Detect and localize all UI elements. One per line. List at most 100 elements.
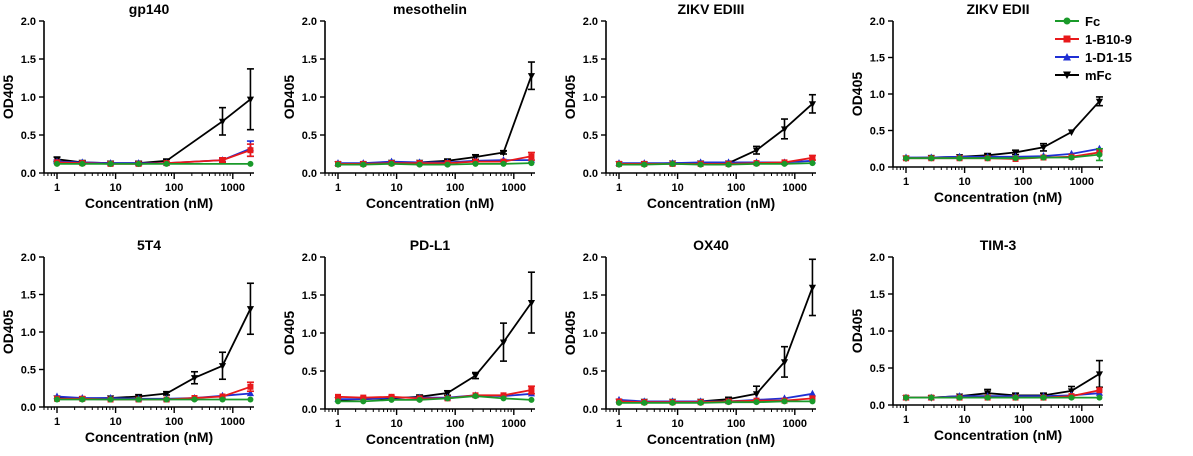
data-point-fc — [928, 155, 935, 162]
series-line-fc — [906, 153, 1100, 160]
y-tick-label-mesothelin: 2.0 — [302, 16, 317, 28]
data-point-fc — [1012, 155, 1019, 162]
data-point-mfc — [218, 118, 227, 126]
data-point-mfc — [752, 391, 761, 398]
data-point-mfc — [1095, 371, 1104, 378]
series-line-mfc — [619, 103, 814, 165]
y-tick-label-gp140: 2.0 — [21, 16, 36, 28]
data-point-fc — [928, 394, 935, 401]
chart-panel-zikv-ediii: ZIKV EDIII 0.0 0.5 1.0 1.5 2.0 1 10 100 1000 Conce… — [562, 1, 817, 211]
y-tick-label-ox40: 1.5 — [583, 290, 598, 302]
x-tick-label-ox40: 1000 — [783, 418, 807, 430]
chart-title-gp140: gp140 — [129, 1, 170, 17]
x-tick-label-gp140: 100 — [165, 182, 183, 194]
x-tick-label-ox40: 100 — [727, 418, 745, 430]
y-axis-label-zikv-edii: OD405 — [849, 72, 865, 117]
x-tick-label-pd-l1: 10 — [390, 418, 402, 430]
data-point-fc — [79, 396, 86, 403]
y-tick-label-mesothelin: 1.5 — [302, 54, 317, 66]
data-point-fc — [669, 399, 676, 406]
x-tick-label-zikv-edii: 1 — [903, 176, 909, 188]
data-point-fc — [135, 396, 142, 403]
chart-panel-zikv-edii: ZIKV EDII 0.0 0.5 1.0 1.5 2.0 1 10 100 1000 Concen… — [849, 1, 1104, 205]
chart-panel-gp140: gp140 0.0 0.5 1.0 1.5 2.0 1 10 100 1000 Concentrat… — [0, 1, 255, 211]
y-tick-label-gp140: 1.0 — [21, 92, 36, 104]
y-tick-label-zikv-ediii: 0.5 — [583, 130, 598, 142]
data-point-1-b10-9 — [528, 153, 535, 160]
data-point-fc — [809, 160, 816, 167]
x-tick-label-pd-l1: 1000 — [502, 418, 526, 430]
chart-title-pd-l1: PD-L1 — [410, 237, 451, 253]
data-point-mfc — [527, 73, 536, 80]
legend-marker-fc — [1055, 17, 1079, 25]
y-tick-label-tim-3: 1.5 — [870, 289, 885, 301]
y-tick-label-tim-3: 0.0 — [870, 400, 885, 412]
data-point-mfc — [1095, 98, 1104, 106]
chart-title-zikv-edii: ZIKV EDII — [966, 1, 1029, 17]
y-axis-label-tim-3: OD405 — [849, 309, 865, 354]
data-point-fc — [79, 160, 86, 167]
data-point-mfc — [499, 149, 508, 157]
x-tick-label-pd-l1: 100 — [446, 418, 464, 430]
chart-panel-5t4: 5T4 0.0 0.5 1.0 1.5 2.0 1 10 100 1000 Concentratio… — [0, 237, 255, 445]
legend-item-fc: Fc — [1055, 12, 1190, 30]
legend-label-1-b10-9: 1-B10-9 — [1085, 31, 1132, 47]
data-point-fc — [107, 160, 114, 167]
legend-item-1-d1-15: 1-D1-15 — [1055, 48, 1190, 66]
data-point-1-b10-9 — [335, 393, 342, 400]
x-axis-label-zikv-ediii: Concentration (nM) — [647, 195, 775, 211]
y-tick-label-zikv-edii: 1.5 — [870, 53, 885, 65]
data-point-fc — [809, 398, 816, 405]
data-point-mfc — [246, 96, 255, 104]
data-point-fc — [753, 160, 760, 167]
x-tick-label-5t4: 1000 — [221, 416, 245, 428]
y-tick-label-zikv-ediii: 1.5 — [583, 54, 598, 66]
y-tick-label-zikv-ediii: 1.0 — [583, 92, 598, 104]
data-point-fc — [219, 396, 226, 403]
x-tick-label-gp140: 10 — [109, 182, 121, 194]
data-point-fc — [163, 160, 170, 167]
data-point-fc — [191, 396, 198, 403]
legend-label-mfc: mFc — [1085, 67, 1112, 83]
data-point-fc — [984, 394, 991, 401]
data-point-fc — [1096, 394, 1103, 401]
y-tick-label-5t4: 1.5 — [21, 290, 36, 302]
data-point-1-d1-15 — [246, 389, 255, 397]
y-tick-label-zikv-ediii: 2.0 — [583, 16, 598, 28]
data-point-fc — [54, 160, 61, 167]
data-point-fc — [1068, 154, 1075, 161]
data-point-mfc — [1067, 129, 1076, 136]
x-tick-label-mesothelin: 1 — [335, 182, 341, 194]
x-tick-label-mesothelin: 100 — [446, 182, 464, 194]
y-tick-label-5t4: 1.0 — [21, 327, 36, 339]
x-axis-label-zikv-edii: Concentration (nM) — [934, 189, 1062, 205]
y-tick-label-tim-3: 2.0 — [870, 252, 885, 264]
data-point-mfc — [527, 300, 536, 307]
y-tick-label-mesothelin: 0.0 — [302, 168, 317, 180]
legend-item-mfc: mFc — [1055, 66, 1190, 84]
x-tick-label-gp140: 1 — [54, 182, 60, 194]
series-line-mfc — [337, 302, 533, 401]
y-tick-label-mesothelin: 0.5 — [302, 130, 317, 142]
x-tick-label-ox40: 10 — [671, 418, 683, 430]
data-point-fc — [107, 396, 114, 403]
legend-item-1-b10-9: 1-B10-9 — [1055, 30, 1190, 48]
data-point-1-d1-15 — [808, 389, 817, 397]
data-point-1-b10-9 — [219, 157, 226, 164]
data-point-fc — [903, 394, 910, 401]
data-point-mfc — [808, 284, 817, 292]
x-tick-label-tim-3: 100 — [1014, 414, 1032, 426]
data-point-fc — [1012, 394, 1019, 401]
x-tick-label-zikv-edii: 100 — [1014, 176, 1032, 188]
y-tick-label-zikv-edii: 2.0 — [870, 16, 885, 28]
data-point-fc — [697, 399, 704, 406]
data-point-fc — [388, 160, 395, 167]
data-point-mfc — [808, 101, 817, 108]
y-tick-label-zikv-edii: 0.0 — [870, 162, 885, 174]
data-point-mfc — [752, 147, 761, 155]
x-tick-label-zikv-ediii: 1 — [616, 182, 622, 194]
data-point-mfc — [218, 363, 227, 370]
data-point-fc — [335, 398, 342, 405]
x-tick-label-zikv-edii: 10 — [958, 176, 970, 188]
